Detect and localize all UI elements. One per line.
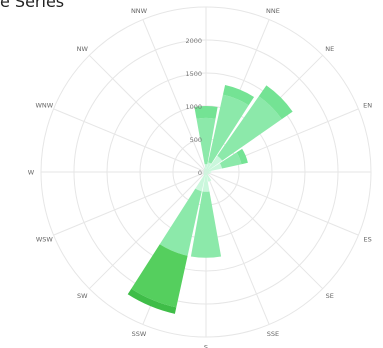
grid-spoke <box>53 108 207 173</box>
bar-segment-e <box>206 171 212 173</box>
grid-spoke <box>205 171 270 325</box>
direction-label-ssw: SSW <box>132 330 147 338</box>
bar-segment-nnw <box>203 168 206 172</box>
direction-label-nw: NW <box>77 45 89 53</box>
grid-spoke <box>205 171 359 236</box>
direction-label-nnw: NNW <box>131 7 148 15</box>
grid-spoke <box>142 19 207 173</box>
bar-segment-nne <box>222 84 255 106</box>
direction-labels: N NNE NE EN ES SE SSE S SSW SW WSW W WNW NW NNW <box>28 0 373 348</box>
bar-segment-ne <box>217 96 282 161</box>
bar-segment-ene <box>206 163 223 172</box>
bar-segment-se <box>206 172 209 175</box>
bar-segment-wnw <box>203 170 206 172</box>
bars-group <box>127 84 293 314</box>
bar-segment-n <box>196 117 216 165</box>
bar-segment-nne <box>208 94 249 164</box>
bar-segment-ese <box>206 172 210 175</box>
bar-segment-n <box>204 164 208 172</box>
bar-segment-s <box>190 191 222 258</box>
bar-segment-ne <box>258 85 293 120</box>
bar-segment-w <box>204 171 206 173</box>
bar-segment-ene <box>219 152 242 169</box>
direction-label-sse: SSE <box>267 330 279 338</box>
bar-segment-ssw <box>131 244 188 308</box>
direction-label-wnw: WNW <box>35 102 53 110</box>
direction-label-se: SE <box>326 292 334 300</box>
direction-label-ene: EN <box>363 102 372 110</box>
bar-segment-ssw <box>159 188 202 256</box>
bar-segment-s <box>202 172 210 192</box>
radial-tick-label: 500 <box>190 136 202 144</box>
direction-label-ese: ES <box>364 235 372 243</box>
bar-segment-ssw <box>127 288 177 314</box>
radial-tick-label: 1000 <box>185 103 202 111</box>
bar-segment-ssw <box>195 172 206 192</box>
radial-tick-label: 2000 <box>185 37 202 45</box>
bar-segment-n <box>194 106 218 119</box>
bar-segment-ne <box>206 155 223 172</box>
direction-label-nne: NNE <box>266 7 280 15</box>
bar-segment-sse <box>206 172 212 182</box>
direction-label-s: S <box>204 344 208 348</box>
page-title: e Series <box>0 0 65 11</box>
bar-segment-sw <box>203 172 206 175</box>
bar-segment-ene <box>236 148 248 165</box>
direction-label-w: W <box>28 169 35 177</box>
direction-label-sw: SW <box>77 292 88 300</box>
radial-tick-label: 1500 <box>185 70 202 78</box>
bar-segment-wsw <box>203 172 206 174</box>
direction-label-ne: NE <box>325 45 334 53</box>
radial-tick-labels: 0 500 1000 1500 2000 <box>185 37 202 177</box>
bar-segment-nne <box>206 162 212 172</box>
radial-tick-label: 0 <box>198 169 202 177</box>
direction-label-wsw: WSW <box>36 235 54 243</box>
direction-label-n: N <box>204 0 209 2</box>
bar-segment-nw <box>203 169 206 172</box>
grid-spoke <box>88 171 207 290</box>
grid-spoke <box>205 171 324 290</box>
grid-spoke <box>53 171 207 236</box>
grid-spoke <box>88 54 207 173</box>
